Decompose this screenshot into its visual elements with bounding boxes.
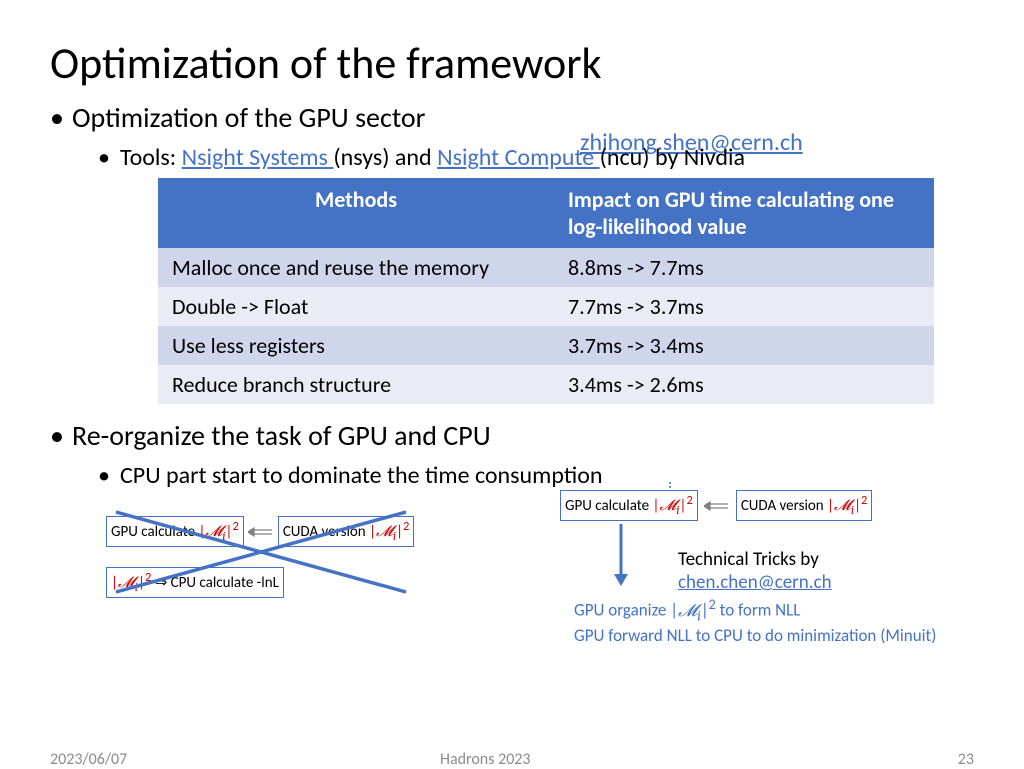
table-row: Double -> Float 7.7ms -> 3.7ms (158, 287, 934, 326)
text-cuda-pre-new: CUDA version (741, 497, 827, 515)
box-gpu-calculate-new: GPU calculate |𝓜i|2 (560, 490, 698, 521)
text-tech-tricks: Technical Tricks by chen.chen@cern.ch (678, 548, 974, 594)
table-cell: 7.7ms -> 3.7ms (554, 287, 934, 326)
table-cell: 3.4ms -> 2.6ms (554, 365, 934, 404)
text-gpu-line2: GPU forward NLL to CPU to do minimizatio… (574, 625, 936, 646)
double-arrow-icon (704, 500, 730, 512)
email-link-chen[interactable]: chen.chen@cern.ch (678, 571, 832, 594)
diagram-old-crossed: GPU calculate |𝓜i|2 CUDA version |𝓜i|2 |… (106, 516, 414, 598)
text-gpu-line1-pre: GPU organize (574, 600, 670, 621)
box-cuda-version-new: CUDA version |𝓜i|2 (736, 490, 873, 521)
table-cell: Double -> Float (158, 287, 554, 326)
bullet-cpu-dominate: CPU part start to dominate the time cons… (98, 461, 974, 490)
cross-out-icon (106, 504, 426, 604)
bullet-tools: Tools: Nsight Systems (nsys) and Nsight … (98, 143, 974, 172)
text-gpu-line1-post: to form NLL (716, 600, 801, 621)
footer-date: 2023/06/07 (50, 750, 127, 769)
table-row: Malloc once and reuse the memory 8.8ms -… (158, 248, 934, 287)
footer-conference: Hadrons 2023 (440, 750, 531, 769)
slide-title: Optimization of the framework (50, 36, 974, 90)
bullet-gpu-sector: Optimization of the GPU sector (50, 100, 974, 135)
bullet-reorganize: Re-organize the task of GPU and CPU (50, 418, 974, 453)
table-cell: Malloc once and reuse the memory (158, 248, 554, 287)
link-nsight-compute[interactable]: Nsight Compute (437, 143, 600, 172)
table-cell: Reduce branch structure (158, 365, 554, 404)
table-cell: 3.7ms -> 3.4ms (554, 326, 934, 365)
text-tools-post: (ncu) by Nivdia (600, 143, 745, 172)
link-nsight-systems[interactable]: Nsight Systems (182, 143, 334, 172)
arrow-down-icon (612, 524, 630, 584)
diagram-new: GPU calculate |𝓜i|2 CUDA version |𝓜i|2 (560, 490, 872, 521)
footer-page-number: 23 (958, 750, 974, 769)
col-header-methods: Methods (158, 178, 554, 248)
text-tools-mid: (nsys) and (333, 143, 437, 172)
table-cell: Use less registers (158, 326, 554, 365)
text-gpu-organize: GPU organize |𝓜i|2 to form NLL GPU forwa… (574, 596, 936, 646)
table-row: Use less registers 3.7ms -> 3.4ms (158, 326, 934, 365)
table-cell: 8.8ms -> 7.7ms (554, 248, 934, 287)
optimization-table: Methods Impact on GPU time calculating o… (158, 178, 934, 404)
text-tools-pre: Tools: (120, 143, 182, 172)
col-header-impact: Impact on GPU time calculating one log-l… (554, 178, 934, 248)
text-tricks-pre: Technical Tricks by (678, 548, 819, 571)
table-row: Reduce branch structure 3.4ms -> 2.6ms (158, 365, 934, 404)
text-gpu-pre-new: GPU calculate (565, 497, 653, 515)
table-header-row: Methods Impact on GPU time calculating o… (158, 178, 934, 248)
